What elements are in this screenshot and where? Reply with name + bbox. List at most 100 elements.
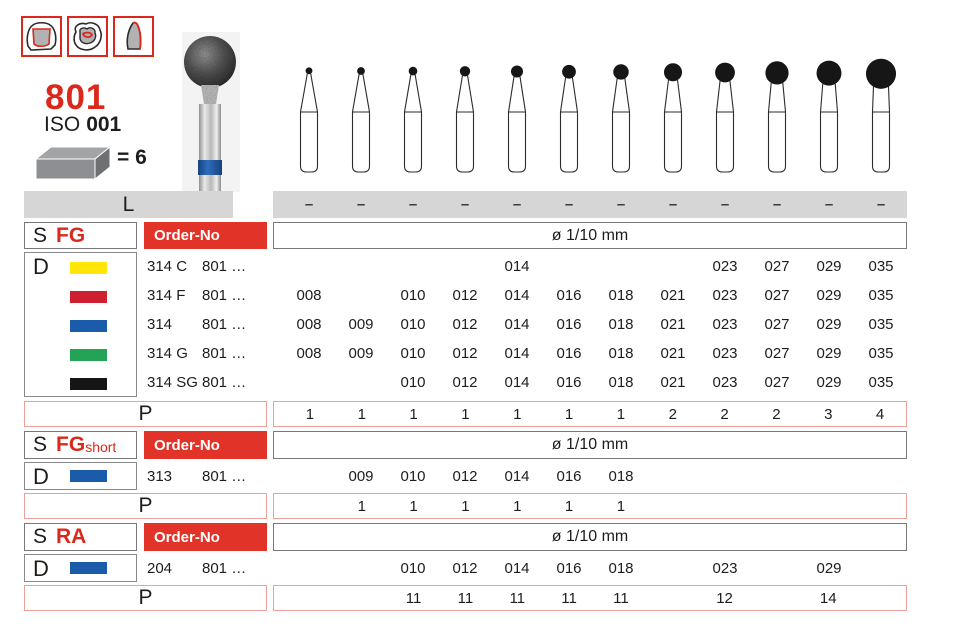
size-cell: 012	[452, 345, 478, 362]
shank-code: 314 SG	[147, 374, 198, 391]
order-no-header: Order-No	[144, 431, 267, 459]
indication-icons	[21, 16, 154, 57]
grit-color-swatch	[70, 290, 107, 303]
size-cell: 027	[764, 345, 790, 362]
order-no-header: Order-No	[144, 523, 267, 551]
length-row: L – – – – – – – – – – – –	[24, 191, 907, 218]
order-codes: 314 C 801 … 314 F 801 … 314 801 … 314 G 801 … 31…	[144, 252, 267, 397]
pack-qty-cell: 1	[564, 497, 574, 515]
size-cell: 027	[764, 258, 790, 275]
bur-silhouette	[507, 65, 527, 173]
size-cell: 008	[296, 316, 322, 333]
size-cell: 010	[400, 345, 426, 362]
grit-row	[25, 253, 136, 282]
tooth-profile-icon	[113, 16, 154, 57]
size-cell: 023	[712, 560, 738, 577]
grit-row	[25, 340, 136, 369]
size-cell: 035	[868, 258, 894, 275]
pack-qty-cell: 2	[668, 405, 677, 423]
product-number: 801	[45, 78, 107, 117]
grit-row	[25, 555, 136, 581]
pack-box-icon	[34, 145, 112, 181]
size-cell: 021	[660, 374, 686, 391]
length-dash: –	[824, 196, 834, 213]
size-cell: 029	[816, 287, 842, 304]
size-cell: 018	[608, 468, 634, 485]
order-number: 801 …	[202, 374, 247, 391]
bur-size-silhouettes	[299, 58, 897, 173]
ra-grit-rows: D 204 801 … 010 012 014 016 018 023 029	[24, 554, 907, 582]
iso-line: ISO 001	[44, 113, 121, 137]
size-cell: 014	[504, 468, 530, 485]
order-code-row: 313 801 …	[144, 462, 267, 491]
size-cell: 008	[296, 345, 322, 362]
order-code-row: 314 G 801 …	[144, 339, 267, 368]
pack-qty-cell: 3	[824, 405, 833, 423]
size-cell: 014	[504, 560, 530, 577]
sizes-grid: 014 023 027 029 035 008 010 012 014 016 018 021 023 0…	[273, 252, 907, 397]
length-dash: –	[356, 196, 366, 213]
size-cell: 021	[660, 316, 686, 333]
size-cell: 018	[608, 560, 634, 577]
size-cell: 014	[504, 287, 530, 304]
grit-color-swatch	[70, 470, 107, 482]
fg-header-row: S FG Order-No ø 1/10 mm	[24, 222, 907, 249]
pack-qty-cell: 11	[561, 589, 577, 607]
pack-qty-cell: 1	[409, 497, 418, 515]
length-dash: –	[460, 196, 470, 213]
pack-values: 1 1 1 1 1 1 1 2 2 2 3 4	[273, 401, 907, 427]
pack-qty-cell: 1	[513, 405, 522, 423]
size-cell: 035	[868, 345, 894, 362]
length-dash: –	[304, 196, 314, 213]
order-number: 801 …	[202, 345, 247, 362]
length-dash: –	[616, 196, 626, 213]
length-dash: –	[720, 196, 730, 213]
size-cell	[543, 252, 595, 281]
shank-code: 314	[147, 316, 173, 333]
length-dash: –	[772, 196, 782, 213]
fg-grit-rows: D 314 C 801 … 314 F 801 … 314 801 … 314 G 801 ……	[24, 252, 907, 397]
size-cell	[647, 252, 699, 281]
shank-label-fg: S FG	[24, 222, 137, 249]
bur-silhouette	[455, 66, 475, 173]
size-cell: 009	[348, 468, 374, 485]
order-code-row: 314 F 801 …	[144, 281, 267, 310]
size-cell: 010	[400, 560, 426, 577]
shank-label-ra: S RA	[24, 523, 137, 551]
order-number: 801 …	[202, 258, 247, 275]
bur-silhouette	[765, 61, 789, 173]
size-cell: 029	[816, 345, 842, 362]
size-cell: 027	[764, 374, 790, 391]
size-cell	[647, 554, 699, 583]
shank-s: S	[33, 525, 48, 548]
size-cell: 012	[452, 287, 478, 304]
length-dash: –	[564, 196, 574, 213]
size-cell: 010	[400, 374, 426, 391]
length-values: – – – – – – – – – – – –	[273, 191, 907, 218]
pack-qty-cell: 1	[616, 405, 626, 423]
size-cell	[751, 462, 803, 491]
p-label: P	[138, 494, 153, 517]
size-cell: 016	[556, 316, 582, 333]
shank-code: 313	[147, 468, 173, 485]
shank-code: 204	[147, 560, 173, 577]
order-code-row: 204 801 …	[144, 554, 267, 583]
shank-code: 314 G	[147, 345, 188, 362]
shank-code: 314 C	[147, 258, 188, 275]
length-label: L	[24, 191, 233, 218]
size-cell: 029	[816, 560, 842, 577]
bur-silhouette	[663, 63, 683, 173]
grit-color-swatch	[70, 348, 107, 361]
pack-qty-cell: 1	[305, 405, 315, 423]
bur-silhouette	[611, 64, 631, 173]
tooth-crown-prep-icon	[21, 16, 62, 57]
size-cell: 027	[764, 316, 790, 333]
size-cell: 035	[868, 374, 894, 391]
size-cell: 029	[816, 316, 842, 333]
bur-silhouette	[816, 60, 842, 173]
pack-qty-cell: 2	[720, 405, 729, 423]
d-box-fgshort: D	[24, 462, 137, 490]
bur-silhouette	[351, 67, 371, 173]
size-cell	[335, 554, 387, 583]
size-cell: 023	[712, 316, 738, 333]
